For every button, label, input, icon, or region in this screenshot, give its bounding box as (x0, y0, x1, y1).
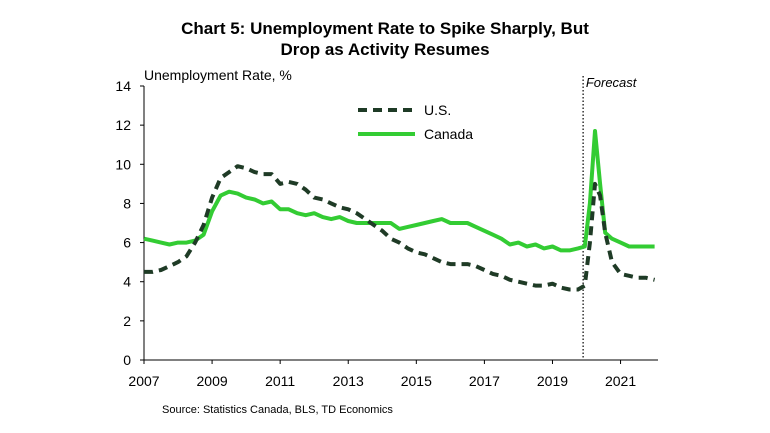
series-line-canada (143, 129, 655, 253)
legend: U.S. Canada (358, 102, 473, 142)
chart-title: Chart 5: Unemployment Rate to Spike Shar… (0, 18, 770, 60)
y-tick-label: 8 (123, 195, 131, 211)
x-tick-label: 2011 (265, 373, 295, 389)
source-note: Source: Statistics Canada, BLS, TD Econo… (162, 404, 393, 416)
x-tick-label: 2013 (333, 373, 364, 389)
x-tick-label: 2015 (401, 373, 432, 389)
y-tick-label: 14 (115, 78, 131, 94)
x-tick-label: 2009 (197, 373, 228, 389)
series-layer (143, 129, 656, 292)
y-tick-label: 6 (123, 235, 131, 251)
legend-label-us: U.S. (424, 102, 451, 118)
legend-label-canada: Canada (424, 126, 473, 142)
x-tick-label: 2007 (128, 373, 159, 389)
x-tick-label: 2017 (469, 373, 500, 389)
y-tick-label: 0 (123, 352, 131, 368)
x-tick-label: 2019 (537, 373, 568, 389)
y-tick-label: 10 (115, 156, 131, 172)
axes: 0 2 4 6 8 10 12 14 2007 2009 2011 2013 2015 2017 2019 2… (115, 67, 658, 389)
chart-title-line-1: Chart 5: Unemployment Rate to Spike Shar… (181, 19, 589, 38)
x-tick-label: 2021 (605, 373, 636, 389)
y-tick-label: 4 (123, 274, 131, 290)
forecast-label: Forecast (586, 75, 638, 90)
chart-title-line-2: Drop as Activity Resumes (280, 40, 490, 59)
y-tick-label: 12 (115, 117, 131, 133)
series-line-us (144, 164, 656, 292)
y-tick-label: 2 (123, 313, 131, 329)
y-axis-title: Unemployment Rate, % (144, 67, 292, 83)
